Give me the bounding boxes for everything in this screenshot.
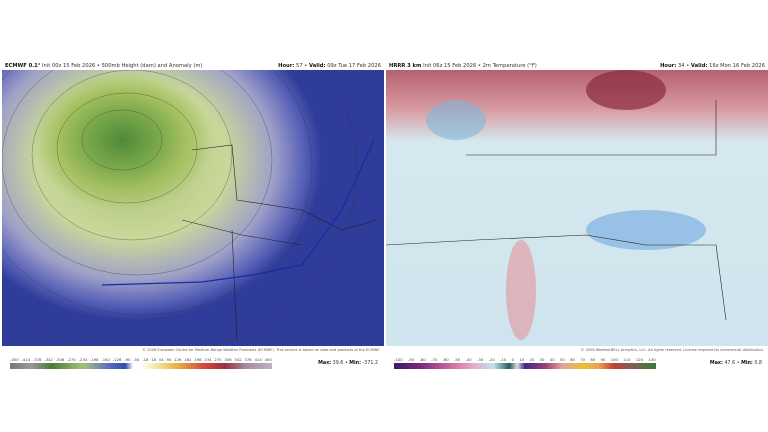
height-anomaly-map — [2, 70, 384, 346]
colorbar-tick-label: 120 — [635, 357, 644, 362]
colorbar-tick-label: 60 — [570, 357, 575, 362]
colorbar-tick-label: -270 — [67, 357, 76, 362]
text: Max: — [709, 361, 723, 366]
colorbar-gradient — [10, 363, 272, 369]
model-name: ECMWF 0.1° — [5, 63, 41, 69]
text: -371.2 — [362, 361, 378, 366]
valid-label: Valid: — [309, 63, 326, 69]
colorbar-tick-label: 40 — [549, 357, 555, 362]
colorbar-tick-label: 198 — [194, 357, 202, 362]
colorbar-tick-label: 306 — [224, 357, 232, 362]
colorbar-tick-label: 110 — [623, 357, 631, 362]
text: Min: — [741, 361, 753, 366]
hour-value: 34 — [677, 63, 685, 69]
colorbar-tick-label: -162 — [101, 357, 110, 362]
colorbar-tick-label: -234 — [78, 357, 88, 362]
valid-value: 16z Mon 16 Feb 2026 — [709, 63, 765, 69]
hour-label: Hour: — [660, 63, 677, 69]
colorbar-tick-label: -10 — [500, 357, 507, 362]
colorbar: -100 -90 -80 -70 -60 -50 -40 -30 -20 -10 0 10 20 30 40… — [394, 357, 656, 369]
colorbar-tick-label: 100 — [610, 357, 618, 362]
colorbar-tick-label: 90 — [600, 357, 606, 362]
colorbar-tick-label: -342 — [44, 357, 53, 362]
colorbar-tick-label: 126 — [174, 357, 182, 362]
hour-value: 57 — [296, 63, 303, 69]
model-name: HRRR 3 km — [389, 63, 422, 69]
colorbar-tick-label: -90 — [124, 357, 131, 362]
colorbar-tick-label: -450 — [10, 357, 19, 362]
colorbar-tick-label: -100 — [394, 357, 403, 362]
init-text: Init 00z 15 Feb 2026 • 500mb Height (dam… — [42, 63, 203, 69]
colorbar-tick-label: -54 — [133, 357, 140, 362]
colorbar-tick-label: -306 — [55, 357, 65, 362]
colorbar-tick-label: -60 — [442, 357, 449, 362]
credit-text: © 2026 European Centre for Medium-Range … — [142, 348, 380, 352]
colorbar-tick-label: -30 — [477, 357, 484, 362]
init-text: Init 06z 15 Feb 2026 • 2m Temperature (°… — [423, 63, 537, 69]
colorbar-tick-label: 342 — [234, 357, 242, 362]
valid-label: Valid: — [690, 63, 708, 69]
text: 47.6 — [724, 361, 736, 366]
colorbar-tick-label: -20 — [488, 357, 495, 362]
colorbar-tick-label: 162 — [184, 357, 192, 362]
colorbar-tick-label: -70 — [430, 357, 438, 362]
colorbar-tick-label: 450 — [264, 357, 272, 362]
panel-header: ECMWF 0.1° Init 00z 15 Feb 2026 • 500mb … — [5, 63, 381, 69]
colorbar-tick-label: 234 — [204, 357, 212, 362]
credit-text: © 2026 WeatherBELL Analytics, LLC. All r… — [580, 348, 764, 352]
colorbar-tick-label: 90 — [166, 357, 172, 362]
colorbar-tick-label: 54 — [158, 357, 164, 362]
colorbar-tick-label: -414 — [21, 357, 31, 362]
colorbar-tick-label: 20 — [529, 357, 535, 362]
colorbar-tick-label: -18 — [142, 357, 149, 362]
text: 39.6 — [332, 361, 344, 366]
valid-value: 09z Tue 17 Feb 2026 — [327, 63, 381, 69]
colorbar-tick-label: -90 — [407, 357, 415, 362]
colorbar-tick-label: 130 — [648, 357, 656, 362]
colorbar-tick-label: -50 — [454, 357, 461, 362]
hrrr-panel: HRRR 3 km Init 06z 15 Feb 2026 • 2m Temp… — [386, 60, 768, 372]
colorbar-tick-label: 50 — [559, 357, 565, 362]
max-min: Max: 47.6 • Min: 0.8 — [709, 361, 762, 366]
hour-label: Hour: — [278, 63, 295, 69]
text: Max: — [318, 361, 332, 366]
colorbar-tick-label: 0 — [511, 357, 514, 362]
panel-header: HRRR 3 km Init 06z 15 Feb 2026 • 2m Temp… — [389, 63, 765, 69]
temperature-map — [386, 70, 768, 346]
colorbar-tick-label: 414 — [254, 357, 262, 362]
colorbar-tick-label: 378 — [244, 357, 252, 362]
colorbar: -450 -414 -378 -342 -306 -270 -234 -198 -162 -126… — [10, 357, 272, 369]
colorbar-tick-label: 80 — [590, 357, 596, 362]
colorbar-tick-label: -80 — [419, 357, 426, 362]
colorbar-tick-label: 70 — [580, 357, 586, 362]
colorbar-tick-label: -126 — [112, 357, 122, 362]
max-min: Max: 39.6 • Min: -371.2 — [318, 361, 378, 366]
colorbar-tick-label: 270 — [214, 357, 222, 362]
contour-lines — [2, 70, 378, 346]
state-borders — [386, 100, 727, 321]
colorbar-tick-label: 30 — [539, 357, 545, 362]
ecmwf-panel: ECMWF 0.1° Init 00z 15 Feb 2026 • 500mb … — [2, 60, 384, 372]
text: Min: — [349, 361, 361, 366]
text: 0.8 — [754, 361, 762, 366]
colorbar-tick-label: 10 — [519, 357, 525, 362]
colorbar-gradient — [394, 363, 656, 369]
colorbar-tick-label: 18 — [151, 357, 157, 362]
colorbar-tick-label: -198 — [89, 357, 99, 362]
colorbar-tick-label: -378 — [32, 357, 42, 362]
colorbar-tick-label: -40 — [465, 357, 472, 362]
